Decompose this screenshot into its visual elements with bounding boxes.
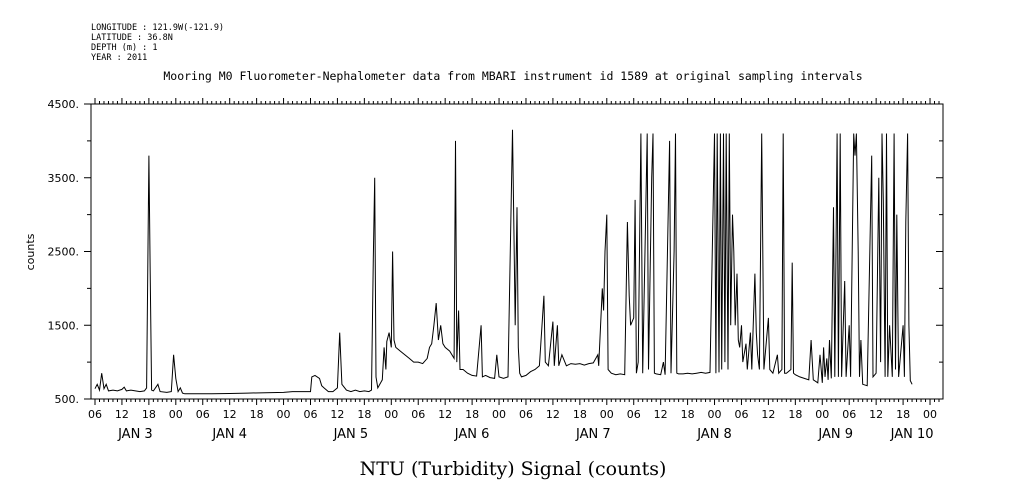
x-tick-label: 12	[869, 408, 883, 421]
meta-longitude: LONGITUDE : 121.9W(-121.9)	[91, 23, 224, 33]
x-tick-label: 06	[196, 408, 210, 421]
x-tick-label: 12	[546, 408, 560, 421]
x-tick-label: 06	[88, 408, 102, 421]
x-tick-label: 12	[223, 408, 237, 421]
x-tick-label: 18	[573, 408, 587, 421]
x-day-label: JAN 4	[211, 427, 247, 442]
series-line	[94, 129, 913, 395]
x-day-label: JAN 9	[817, 427, 853, 442]
meta-year: YEAR : 2011	[91, 53, 147, 63]
x-tick-label: 18	[465, 408, 479, 421]
meta-depth: DEPTH (m) : 1	[91, 43, 158, 53]
x-tick-label: 06	[411, 408, 425, 421]
x-tick-label: 18	[681, 408, 695, 421]
y-tick-label: 4500.	[48, 98, 80, 111]
x-tick-label: 00	[923, 408, 937, 421]
data-area	[94, 129, 913, 395]
x-day-label: JAN 8	[696, 427, 732, 442]
x-axis-label: NTU (Turbidity) Signal (counts)	[360, 458, 667, 480]
y-tick-label: 3500.	[48, 172, 80, 185]
x-tick-label: 06	[734, 408, 748, 421]
x-tick-label: 06	[303, 408, 317, 421]
x-tick-label: 18	[142, 408, 156, 421]
x-tick-label: 00	[277, 408, 291, 421]
y-axis-label: counts	[24, 233, 37, 270]
x-day-label: JAN 10	[890, 427, 934, 442]
y-tick-label: 2500.	[48, 246, 80, 259]
x-day-label: JAN 6	[454, 427, 490, 442]
x-day-label: JAN 7	[575, 427, 611, 442]
axes: 06 12 18 00 06 12 18 00 06 12 18 00 06 12 18 00 06 12 18 00…	[48, 98, 944, 442]
x-tick-label: 06	[627, 408, 641, 421]
x-tick-label: 00	[492, 408, 506, 421]
y-tick-label: 1500.	[48, 319, 80, 332]
x-day-label: JAN 3	[117, 427, 153, 442]
x-tick-label: 00	[169, 408, 183, 421]
x-tick-label: 12	[654, 408, 668, 421]
x-tick-label: 12	[330, 408, 344, 421]
x-tick-label: 12	[761, 408, 775, 421]
x-tick-label: 12	[438, 408, 452, 421]
x-tick-label: 00	[815, 408, 829, 421]
meta-latitude: LATITUDE : 36.8N	[91, 33, 173, 43]
x-tick-label: 00	[600, 408, 614, 421]
x-tick-label: 06	[842, 408, 856, 421]
x-tick-label: 18	[788, 408, 802, 421]
x-day-label: JAN 5	[333, 427, 369, 442]
x-tick-label: 18	[250, 408, 264, 421]
y-tick-label: 500.	[55, 393, 80, 406]
metadata-block: LONGITUDE : 121.9W(-121.9) LATITUDE : 36…	[91, 23, 224, 63]
x-tick-label: 18	[357, 408, 371, 421]
x-tick-label: 00	[708, 408, 722, 421]
x-tick-label: 12	[115, 408, 129, 421]
x-tick-label: 00	[384, 408, 398, 421]
x-tick-label: 18	[896, 408, 910, 421]
x-tick-label: 06	[519, 408, 533, 421]
chart-title: Mooring M0 Fluorometer-Nephalometer data…	[163, 69, 862, 83]
